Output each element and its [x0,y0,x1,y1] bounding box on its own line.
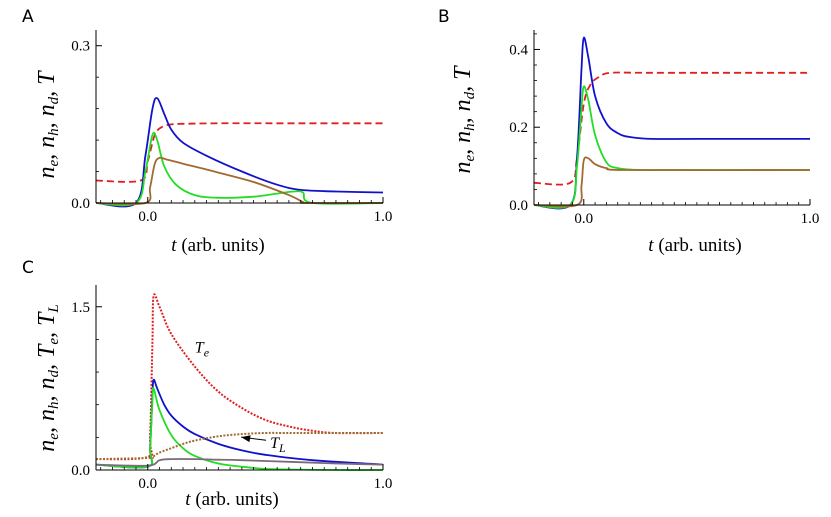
panel-c-x-axis-label: t (arb. units) [185,489,278,510]
panel-a-y-tick-label: 0.0 [71,196,90,212]
panel-a-series-n-h [95,131,384,207]
panel-a-series-t [95,122,383,183]
panel-c-annotation-t-l: TL [270,435,286,455]
panel-a-series-n-e [95,97,384,208]
panel-c-annotation-arrowhead [241,435,251,443]
panel-a-x-axis-label: t (arb. units) [171,235,264,256]
panel-c-series-t-e [95,293,384,461]
panel-b-y-axis-label: ne, nh, nd, T [450,65,478,174]
panel-c-series-n-d [95,458,384,467]
panel-b-letter: B [438,7,450,27]
panel-b-x-axis-label: t (arb. units) [648,235,741,256]
panel-c-series-n-e [95,378,384,469]
panel-a-y-tick-label: 0.3 [71,39,90,55]
panel-c-series-n-h [95,387,384,471]
panel-b-series-t [533,71,810,186]
panel-a-letter: A [22,7,34,27]
panel-c-y-tick-label: 0.0 [71,463,90,479]
panel-a-x-tick-label: 1.0 [374,209,393,225]
panel-a-y-axis-label: ne, nh, nd, T [34,70,62,179]
panel-c: C 0.0 1.0 0.0 1.5 Te TL ne, nh, nd, Te, TL t … [22,258,392,510]
panel-b-series-n-h [533,85,810,209]
panel-c-x-tick-label: 1.0 [374,476,393,492]
panel-b-y-tick-label: 0.0 [509,198,528,214]
panel-b-y-tick-label: 0.4 [509,42,528,58]
panel-b: B 0.0 1.0 0.0 0.2 0.4 ne, nh, nd, T t (arb. … [438,7,819,256]
panel-c-x-tick-label: 0.0 [138,476,157,492]
panel-a: A 0.0 1.0 0.0 0.3 ne, nh, nd, T t (arb. uni… [22,7,392,256]
panel-c-annotation-t-e: Te [195,339,210,359]
panel-b-x-tick-label: 1.0 [801,211,820,227]
panel-a-series-n-d [95,156,384,206]
panel-c-y-tick-label: 1.5 [71,300,90,316]
panel-a-x-tick-label: 0.0 [138,209,157,225]
panel-c-series-t-l [95,431,383,461]
panel-b-y-tick-label: 0.2 [509,120,528,136]
panel-b-series-n-d [533,156,811,208]
panel-b-x-tick-label: 0.0 [574,211,593,227]
panel-c-y-axis-label: ne, nh, nd, Te, TL [34,304,62,451]
panel-c-letter: C [22,258,34,278]
